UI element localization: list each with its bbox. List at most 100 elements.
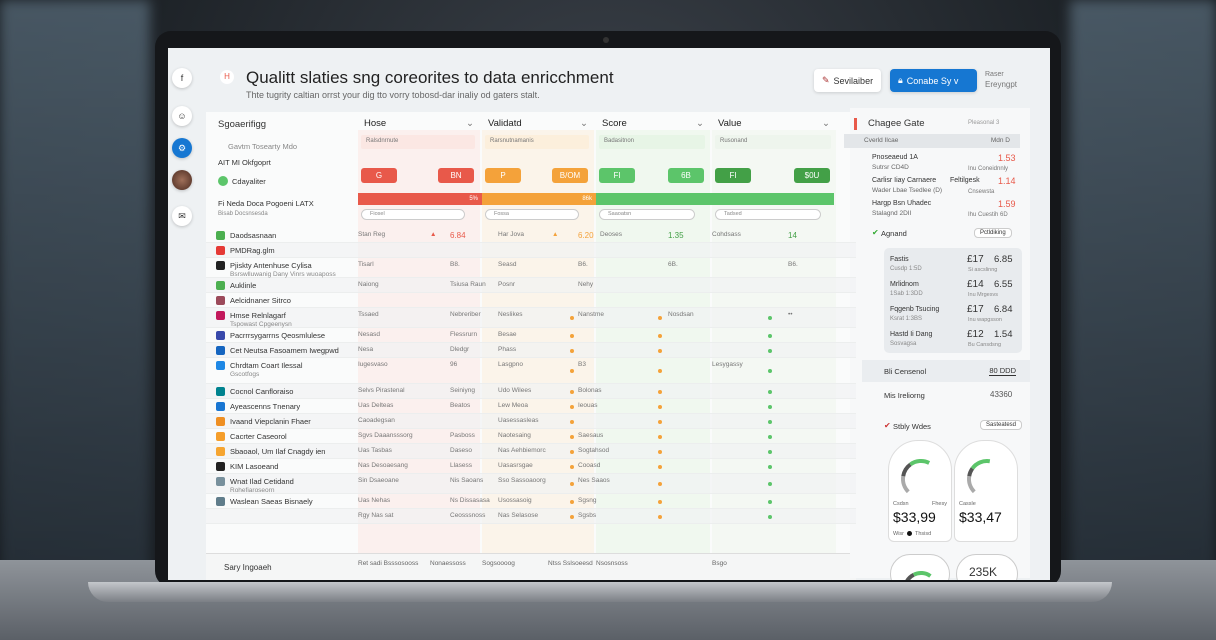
table-row[interactable]: Wnat Ilad Cetidand Rohefiaroseorn Sin Dsae… bbox=[206, 474, 856, 494]
secondary-button[interactable]: ✎ Sevilaiber bbox=[814, 69, 882, 92]
table-row[interactable]: Cocnol Canfloraiso Selvs Pirastenal Seiniy… bbox=[206, 384, 856, 399]
row-cell: Cohdsass bbox=[712, 231, 741, 238]
gauge-track bbox=[901, 475, 910, 494]
column-header-label: Score bbox=[602, 118, 627, 129]
column-pill[interactable]: Fossa bbox=[485, 209, 579, 220]
settings-icon[interactable]: ⚙ bbox=[172, 138, 192, 158]
chip-right[interactable]: 6B bbox=[668, 168, 704, 183]
status-dot bbox=[570, 434, 574, 439]
table-row[interactable]: Ayeascenns Tnenary Uas Delteas Beatos Lew M… bbox=[206, 399, 856, 414]
change-value: 1.59 bbox=[998, 199, 1016, 209]
row-cell: Seasd bbox=[498, 261, 517, 268]
chip-left[interactable]: FI bbox=[599, 168, 635, 183]
chip-right[interactable]: $0U bbox=[794, 168, 830, 183]
row-cell: B6. bbox=[788, 261, 798, 268]
facebook-icon[interactable]: f bbox=[172, 68, 192, 88]
row-icon bbox=[216, 281, 225, 290]
chip-right[interactable]: B/OM bbox=[552, 168, 588, 183]
table-row[interactable]: Rgy Nas sat Ceosssnoss Nas Selasose Sgsbs bbox=[206, 509, 856, 524]
row-cell: Sin Dsaeoane bbox=[358, 477, 399, 484]
table-row[interactable]: Cet Neutsa Fasoamem Iwegpwd Nesa Dledgr Pha… bbox=[206, 343, 856, 358]
table-row[interactable]: Ivaand Viepclanin Fhaer Caoadegsan Uasessa… bbox=[206, 414, 856, 429]
column-header-label: Value bbox=[718, 118, 742, 129]
avatar[interactable] bbox=[172, 170, 192, 190]
row-cell: Nehy bbox=[578, 281, 594, 288]
changes-title: Chagee Gate bbox=[868, 118, 925, 129]
table-row[interactable]: Cacrter Caseorol Sgvs Daaansssorg Pasboss N… bbox=[206, 429, 856, 444]
row-cell: Posnr bbox=[498, 281, 515, 288]
status-dot bbox=[658, 514, 662, 519]
chip-left[interactable]: FI bbox=[715, 168, 751, 183]
chat-icon[interactable]: ✉ bbox=[172, 206, 192, 226]
status-dot bbox=[768, 316, 772, 320]
agreement-note: Inu Mrgesvs bbox=[968, 292, 998, 298]
stability-pill[interactable]: Sasteatesd bbox=[980, 420, 1023, 430]
table-row[interactable]: PMDRag.glm bbox=[206, 243, 856, 258]
gauge-card-bottom bbox=[890, 554, 950, 580]
primary-button[interactable]: 🔒︎ Conabe Sy v bbox=[890, 69, 977, 92]
chip-right[interactable]: BN bbox=[438, 168, 474, 183]
agreement-check-icon: ✔ bbox=[872, 228, 879, 237]
row-cell: Iugesvaso bbox=[358, 361, 388, 368]
table-row[interactable]: Auklinle Naiong Tsiusa Raun Posnr Nehy bbox=[206, 278, 856, 293]
chevron-down-icon: ⌄ bbox=[580, 118, 588, 129]
table-row[interactable]: Chrdtam Coart Ilessal Gscotfogs Iugesvaso 9… bbox=[206, 358, 856, 384]
user-icon[interactable]: ☺ bbox=[172, 106, 192, 126]
chip-left[interactable]: G bbox=[361, 168, 397, 183]
status-dot bbox=[570, 333, 574, 338]
table-row[interactable]: Pjiskty Antenhuse Cylisa Bsrswlluwanig Da… bbox=[206, 258, 856, 278]
user-line1: Raser bbox=[985, 71, 1004, 78]
row-cell: Lew Meoa bbox=[498, 402, 528, 409]
change-name: Pnoseaeud 1A bbox=[872, 154, 918, 161]
row-icon bbox=[216, 477, 225, 486]
row-cell: Dledgr bbox=[450, 346, 470, 353]
user-line2: Ereyngpt bbox=[985, 80, 1018, 89]
column-header-2[interactable]: Score ⌄ bbox=[596, 118, 710, 129]
user-menu[interactable]: Raser Ereyngpt bbox=[985, 70, 1017, 90]
table-row[interactable]: Sbaoaol, Um Ilaf Cnagdy ien Uas Tasbas Das… bbox=[206, 444, 856, 459]
column-filter[interactable]: Rusonand bbox=[715, 135, 831, 149]
control-value: 80 DDD bbox=[989, 366, 1016, 376]
change-value: 1.14 bbox=[998, 176, 1016, 186]
footer-row: Sary Ingoaeh Ret sadi Bsssosooss Nonaesso… bbox=[206, 553, 856, 580]
row-cell: Uas Tasbas bbox=[358, 447, 392, 454]
row-cell: 6.20 bbox=[578, 231, 594, 240]
edit-icon: ✎ bbox=[822, 75, 830, 85]
agreement-value-a: £17 bbox=[967, 304, 984, 315]
status-dot bbox=[768, 482, 772, 486]
agreement-pill[interactable]: Pctldiking bbox=[974, 228, 1012, 238]
table-row[interactable]: Waslean Saeas Bisnaely Uas Nehas Ns Dissas… bbox=[206, 494, 856, 509]
table-row[interactable]: Pacrrrsygarrns Qeosmlulese Nesasd Flessrur… bbox=[206, 328, 856, 343]
table-row[interactable]: KIM Lasoeand Nas Desoaesang Llasess Uasasrs… bbox=[206, 459, 856, 474]
column-header-label: Validatd bbox=[488, 118, 522, 129]
row-cell: Stan Reg bbox=[358, 231, 386, 238]
column-filter[interactable]: Ralsdnrnute bbox=[361, 135, 475, 149]
column-pill[interactable]: Saaoatsn bbox=[599, 209, 695, 220]
column-filter[interactable]: Badasitnon bbox=[599, 135, 705, 149]
agreement-note: Si ascslinng bbox=[968, 267, 998, 273]
agreement-name: Fqgenb Tsucing bbox=[890, 306, 940, 313]
column-pill[interactable]: Tadsed bbox=[715, 209, 821, 220]
column-header-0[interactable]: Hose ⌄ bbox=[358, 118, 480, 129]
column-header-1[interactable]: Validatd ⌄ bbox=[482, 118, 594, 129]
control-row: Bli Censenol 80 DDD bbox=[862, 360, 1030, 382]
table-row[interactable]: Aelcidnaner Sitrco bbox=[206, 293, 856, 308]
status-dot bbox=[658, 434, 662, 439]
chip-left[interactable]: P bbox=[485, 168, 521, 183]
status-dot bbox=[570, 514, 574, 519]
status-dot bbox=[768, 348, 772, 353]
table-row[interactable]: Daodsasnaan Stan Reg ▲ 6.84 Har Jova ▲ 6.20 Deo… bbox=[206, 228, 856, 243]
status-dot bbox=[768, 404, 772, 409]
row-cell: Lasgpno bbox=[498, 361, 523, 368]
column-header-3[interactable]: Value ⌄ bbox=[712, 118, 836, 129]
agreement-title: Agnand bbox=[881, 229, 907, 238]
top-row-label: AIT MI Okfgoprt bbox=[218, 158, 271, 167]
status-dot bbox=[768, 434, 772, 439]
webcam bbox=[603, 37, 609, 43]
column-pill[interactable]: Fiosel bbox=[361, 209, 465, 220]
status-icon bbox=[218, 176, 228, 186]
table-row[interactable]: Hmse Relnlagarf Tspowast Cpgeenysn Tssaed N… bbox=[206, 308, 856, 328]
row-label: PMDRag.glm bbox=[230, 246, 275, 255]
row-icon bbox=[216, 417, 225, 426]
column-filter[interactable]: Rarsnutnamanis bbox=[485, 135, 589, 149]
